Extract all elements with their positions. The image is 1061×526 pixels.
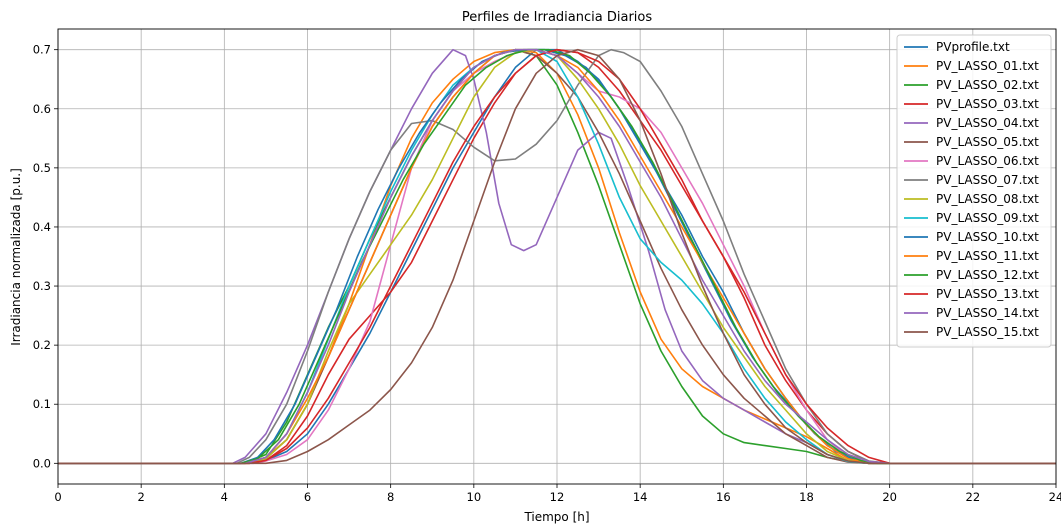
legend-label: PV_LASSO_09.txt <box>936 211 1039 225</box>
series-line-14 <box>58 48 1056 465</box>
x-tick-label: 8 <box>387 490 394 504</box>
y-tick-label: 0.0 <box>33 456 51 470</box>
x-axis-label: Tiempo [h] <box>523 510 589 524</box>
legend-label: PVprofile.txt <box>936 40 1010 54</box>
legend-label: PV_LASSO_12.txt <box>936 268 1039 282</box>
legend-label: PV_LASSO_14.txt <box>936 306 1039 320</box>
legend-label: PV_LASSO_04.txt <box>936 116 1039 130</box>
series-line-7 <box>58 48 1056 465</box>
y-tick-label: 0.2 <box>33 338 51 352</box>
legend-label: PV_LASSO_05.txt <box>936 135 1039 149</box>
series-line-13 <box>58 48 1056 465</box>
y-axis-label: Irradiancia normalizada [p.u.] <box>9 168 23 346</box>
x-tick-label: 20 <box>882 490 897 504</box>
x-tick-label: 24 <box>1049 490 1061 504</box>
x-tick-label: 16 <box>716 490 731 504</box>
chart-title: Perfiles de Irradiancia Diarios <box>462 10 652 25</box>
legend-label: PV_LASSO_03.txt <box>936 97 1039 111</box>
legend-label: PV_LASSO_08.txt <box>936 192 1039 206</box>
x-tick-label: 10 <box>467 490 482 504</box>
legend-label: PV_LASSO_02.txt <box>936 78 1039 92</box>
series-line-12 <box>58 48 1056 465</box>
series-lines <box>58 48 1056 465</box>
legend: PVprofile.txt PV_LASSO_01.txt PV_LASSO_02.… <box>896 34 1052 348</box>
series-line-15 <box>58 48 1056 465</box>
legend-label: PV_LASSO_06.txt <box>936 154 1039 168</box>
x-axis-ticks: 0 2 4 6 8 10 12 14 16 18 20 22 24 <box>54 484 1061 504</box>
legend-label: PV_LASSO_10.txt <box>936 230 1039 244</box>
x-tick-label: 6 <box>304 490 311 504</box>
y-tick-label: 0.6 <box>33 102 51 116</box>
y-tick-label: 0.1 <box>33 397 51 411</box>
y-tick-label: 0.4 <box>33 220 51 234</box>
x-tick-label: 0 <box>54 490 61 504</box>
legend-label: PV_LASSO_01.txt <box>936 59 1039 73</box>
legend-label: PV_LASSO_07.txt <box>936 173 1039 187</box>
y-tick-label: 0.7 <box>33 43 51 57</box>
legend-label: PV_LASSO_11.txt <box>936 249 1039 263</box>
y-tick-label: 0.3 <box>33 279 51 293</box>
x-tick-label: 14 <box>633 490 648 504</box>
x-tick-label: 22 <box>966 490 981 504</box>
x-tick-label: 18 <box>799 490 814 504</box>
grid-lines <box>57 29 1057 484</box>
legend-label: PV_LASSO_15.txt <box>936 325 1039 339</box>
legend-label: PV_LASSO_13.txt <box>936 287 1039 301</box>
x-tick-label: 4 <box>221 490 228 504</box>
y-tick-label: 0.5 <box>33 161 51 175</box>
y-axis-ticks: 0.0 0.1 0.2 0.3 0.4 0.5 0.6 0.7 <box>33 43 58 470</box>
x-tick-label: 2 <box>138 490 145 504</box>
x-tick-label: 12 <box>550 490 565 504</box>
legend-box <box>896 34 1052 348</box>
